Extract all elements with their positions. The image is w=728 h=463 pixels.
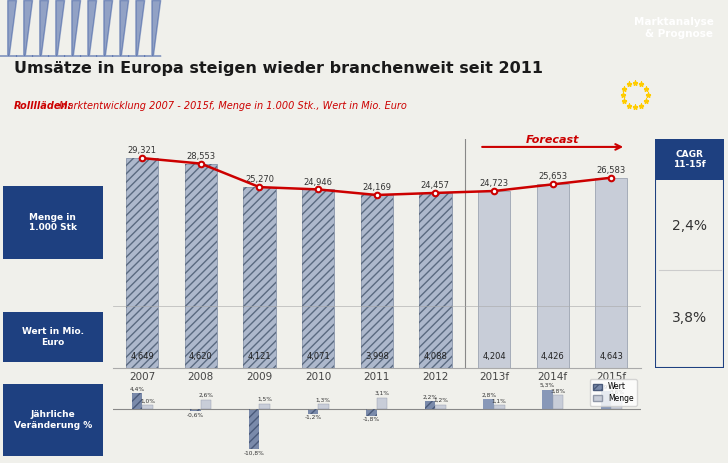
Text: -10,8%: -10,8%: [244, 450, 264, 456]
Text: 28,553: 28,553: [186, 152, 215, 161]
Text: 26,583: 26,583: [597, 166, 626, 175]
Text: 25,653: 25,653: [538, 173, 567, 181]
Bar: [655, 139, 724, 180]
Bar: [366, 409, 377, 416]
Text: 1,2%: 1,2%: [433, 398, 448, 403]
Text: 4,071: 4,071: [306, 352, 330, 361]
Bar: [190, 409, 201, 411]
Text: -1,8%: -1,8%: [363, 417, 380, 422]
Text: 4,620: 4,620: [189, 352, 213, 361]
Bar: [243, 187, 276, 368]
Bar: [249, 409, 259, 449]
Bar: [190, 409, 201, 411]
Bar: [201, 400, 211, 409]
Text: 2,6%: 2,6%: [199, 393, 213, 398]
Text: Rolllläden:: Rolllläden:: [14, 101, 72, 112]
Bar: [132, 393, 142, 409]
Text: 4,643: 4,643: [599, 352, 623, 361]
Text: Umsätze in Europa steigen wieder branchenweit seit 2011: Umsätze in Europa steigen wieder branche…: [14, 62, 543, 76]
Bar: [249, 409, 259, 449]
Bar: [318, 404, 328, 409]
Bar: [302, 189, 334, 368]
Text: CAGR
11-15f: CAGR 11-15f: [673, 150, 706, 169]
Text: Wert in Mio.
Euro: Wert in Mio. Euro: [22, 327, 84, 347]
Bar: [596, 178, 628, 368]
Text: 29,321: 29,321: [127, 146, 157, 155]
Text: 2,8%: 2,8%: [481, 392, 496, 397]
Bar: [542, 389, 553, 409]
Text: 2,2%: 2,2%: [422, 394, 438, 400]
Bar: [478, 191, 510, 368]
Bar: [126, 158, 158, 368]
Bar: [307, 409, 318, 413]
Text: 5,3%: 5,3%: [540, 383, 555, 388]
Text: 3,998: 3,998: [365, 352, 389, 361]
Text: 4,9%: 4,9%: [598, 385, 614, 389]
Bar: [419, 193, 451, 368]
Text: 4,204: 4,204: [482, 352, 506, 361]
Bar: [494, 405, 505, 409]
Text: 3,8%: 3,8%: [672, 311, 708, 325]
Text: 4,4%: 4,4%: [130, 387, 144, 391]
Text: -0,6%: -0,6%: [187, 413, 204, 418]
Bar: [132, 393, 142, 409]
Text: 24,723: 24,723: [480, 179, 509, 188]
Bar: [185, 163, 217, 368]
Text: 4,426: 4,426: [541, 352, 564, 361]
Text: 3,8%: 3,8%: [550, 388, 566, 394]
Text: 3,1%: 3,1%: [374, 391, 389, 396]
Text: 1,1%: 1,1%: [492, 399, 507, 404]
Legend: Wert, Menge: Wert, Menge: [590, 379, 637, 406]
Bar: [360, 195, 393, 368]
Bar: [601, 391, 612, 409]
Text: 3,6%: 3,6%: [609, 389, 624, 394]
Text: 24,457: 24,457: [421, 181, 450, 190]
Text: 2,4%: 2,4%: [672, 219, 708, 233]
Bar: [307, 409, 318, 413]
Text: 1,3%: 1,3%: [316, 398, 331, 403]
Bar: [612, 396, 622, 409]
Text: 24,169: 24,169: [363, 183, 391, 192]
Bar: [425, 401, 435, 409]
Text: Menge in
1.000 Stk: Menge in 1.000 Stk: [29, 213, 76, 232]
Bar: [553, 395, 563, 409]
Bar: [259, 404, 270, 409]
Bar: [366, 409, 377, 416]
Bar: [302, 189, 334, 368]
Bar: [483, 399, 494, 409]
Text: 4,088: 4,088: [424, 352, 447, 361]
Bar: [419, 193, 451, 368]
Text: Marktanalyse
& Prognose: Marktanalyse & Prognose: [633, 17, 713, 38]
Text: Jährliche
Veränderung %: Jährliche Veränderung %: [14, 411, 92, 430]
Bar: [126, 158, 158, 368]
Text: 1,5%: 1,5%: [257, 397, 272, 402]
Bar: [425, 401, 435, 409]
Bar: [435, 405, 446, 409]
Text: 4,121: 4,121: [248, 352, 272, 361]
Text: -1,2%: -1,2%: [304, 415, 321, 420]
Text: 4,649: 4,649: [130, 352, 154, 361]
Bar: [360, 195, 393, 368]
Text: Forecast: Forecast: [526, 135, 579, 144]
Text: Marktentwicklung 2007 - 2015f, Menge in 1.000 Stk., Wert in Mio. Euro: Marktentwicklung 2007 - 2015f, Menge in …: [57, 101, 407, 112]
Bar: [537, 184, 569, 368]
Bar: [185, 163, 217, 368]
Bar: [377, 398, 387, 409]
Bar: [243, 187, 276, 368]
Bar: [142, 406, 153, 409]
Text: 1,0%: 1,0%: [140, 399, 155, 404]
Text: 25,270: 25,270: [245, 175, 274, 184]
Text: 24,946: 24,946: [304, 177, 333, 187]
